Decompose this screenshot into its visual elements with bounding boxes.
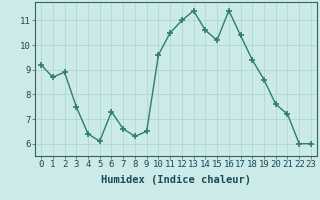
X-axis label: Humidex (Indice chaleur): Humidex (Indice chaleur) [101,175,251,185]
